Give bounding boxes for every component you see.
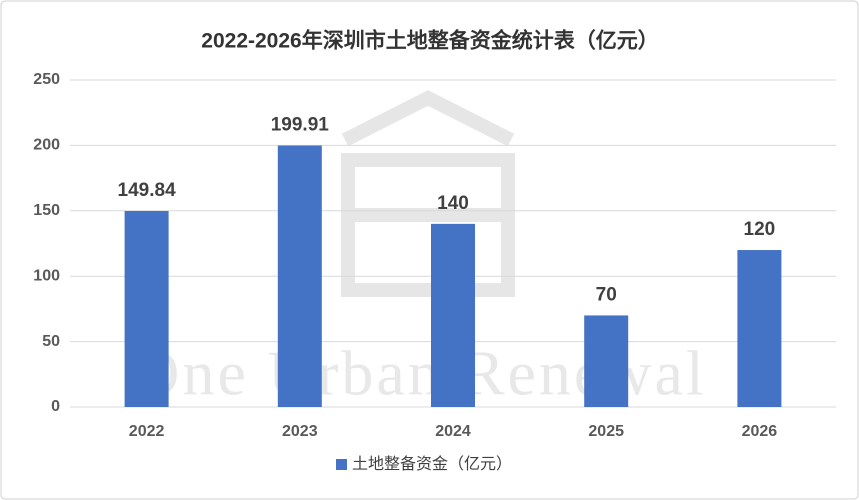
y-tick-label: 50 xyxy=(42,333,60,350)
bar xyxy=(277,145,322,408)
value-label: 149.84 xyxy=(118,180,177,201)
x-tick-label: 2023 xyxy=(282,423,318,440)
x-tick-label: 2024 xyxy=(435,423,471,440)
y-tick-label: 100 xyxy=(33,267,60,284)
bar xyxy=(431,223,475,407)
value-label: 70 xyxy=(596,284,617,305)
value-label: 120 xyxy=(744,219,776,240)
watermark-logo xyxy=(341,90,515,297)
value-label: 199.91 xyxy=(271,115,330,136)
bar xyxy=(737,250,782,407)
y-tick-label: 0 xyxy=(51,398,60,415)
x-tick-label: 2025 xyxy=(588,423,624,440)
x-tick-label: 2022 xyxy=(129,423,165,440)
x-tick-label: 2026 xyxy=(742,423,778,440)
bar xyxy=(124,211,169,407)
legend-swatch xyxy=(336,459,347,470)
legend-label: 土地整备资金（亿元） xyxy=(352,455,512,473)
bar xyxy=(584,315,629,407)
y-tick-label: 150 xyxy=(33,202,60,219)
value-label: 140 xyxy=(437,193,469,214)
y-tick-label: 200 xyxy=(33,137,60,154)
y-tick-label: 250 xyxy=(33,71,60,88)
chart-title: 2022-2026年深圳市土地整备资金统计表（亿元） xyxy=(201,29,658,53)
